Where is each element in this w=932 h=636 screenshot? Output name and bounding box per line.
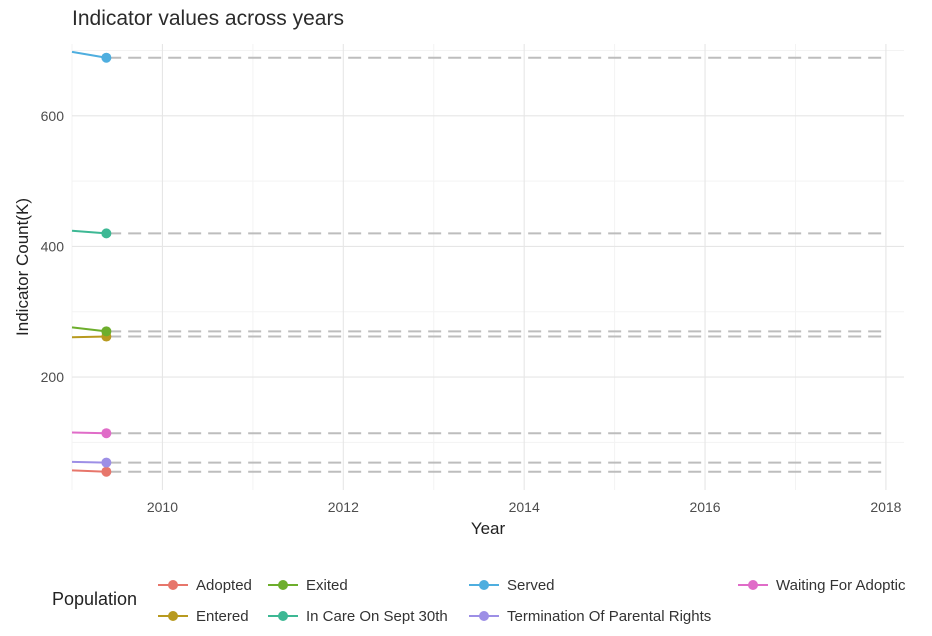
series-line: [71, 469, 107, 473]
data-point: [101, 466, 112, 477]
data-point: [101, 228, 112, 239]
data-point: [101, 326, 112, 337]
y-tick-label: 400: [41, 238, 65, 254]
x-axis-title: Year: [471, 519, 506, 538]
series-line: [71, 335, 107, 339]
chart-title: Indicator values across years: [72, 7, 344, 30]
x-tick-label: 2016: [689, 499, 720, 515]
legend-label: Entered: [196, 607, 249, 625]
legend-item: Served: [469, 574, 555, 596]
legend-item: Adopted: [158, 574, 252, 596]
x-tick-label: 2012: [328, 499, 359, 515]
series-line: [71, 50, 107, 59]
legend-item: Termination Of Parental Rights: [469, 605, 711, 627]
series-line: [71, 460, 107, 464]
legend-swatch: [469, 611, 499, 621]
y-axis-title: Indicator Count(K): [13, 198, 32, 336]
series-line: [71, 326, 107, 333]
series-line: [71, 431, 107, 435]
legend-item: In Care On Sept 30th: [268, 605, 448, 627]
legend-item: Waiting For Adoptic: [738, 574, 906, 596]
legend-swatch: [268, 611, 298, 621]
legend-label: Exited: [306, 576, 348, 594]
legend-label: Termination Of Parental Rights: [507, 607, 712, 625]
legend-swatch: [738, 580, 768, 590]
x-tick-label: 2010: [147, 499, 178, 515]
y-tick-label: 200: [41, 369, 65, 385]
legend-item: Exited: [268, 574, 348, 596]
legend-label: Served: [507, 576, 555, 594]
legend-swatch: [158, 611, 188, 621]
legend-swatch: [268, 580, 298, 590]
data-point: [101, 457, 112, 468]
legend-label: Adopted: [196, 576, 252, 594]
legend-swatch: [469, 580, 499, 590]
legend-swatch: [158, 580, 188, 590]
legend-label: In Care On Sept 30th: [306, 607, 448, 625]
x-tick-label: 2018: [870, 499, 901, 515]
legend-title: Population: [52, 589, 138, 609]
y-tick-label: 600: [41, 108, 65, 124]
x-tick-label: 2014: [509, 499, 540, 515]
legend-label: Waiting For Adoptic: [776, 576, 906, 594]
legend-item: Entered: [158, 605, 249, 627]
data-point: [101, 52, 112, 63]
series-line: [71, 229, 107, 235]
data-point: [101, 428, 112, 439]
